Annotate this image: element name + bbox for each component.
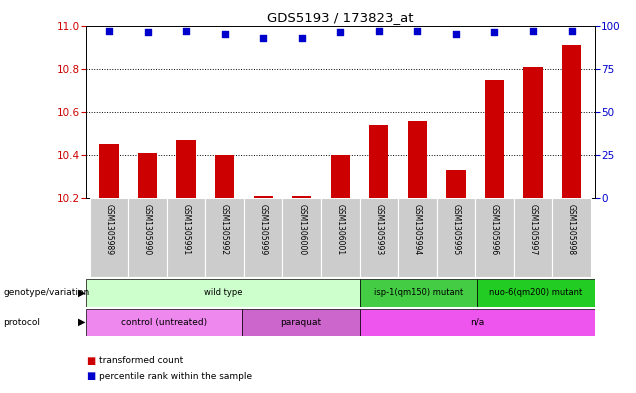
Text: genotype/variation: genotype/variation: [3, 288, 90, 297]
Bar: [331, 155, 350, 198]
Point: [451, 31, 461, 37]
Bar: [552, 198, 591, 277]
Bar: [321, 198, 359, 277]
Bar: [437, 198, 475, 277]
Text: ■: ■: [86, 371, 95, 382]
Point: [296, 35, 307, 41]
Text: n/a: n/a: [470, 318, 485, 327]
Text: paraquat: paraquat: [280, 318, 322, 327]
Bar: [205, 198, 244, 277]
Bar: [514, 198, 552, 277]
Point: [412, 28, 422, 34]
Text: GSM1305990: GSM1305990: [143, 204, 152, 255]
Bar: [408, 121, 427, 198]
Bar: [167, 198, 205, 277]
Bar: [369, 125, 389, 198]
Text: isp-1(qm150) mutant: isp-1(qm150) mutant: [374, 288, 463, 297]
Point: [374, 28, 384, 34]
Bar: [282, 198, 321, 277]
Bar: [485, 79, 504, 198]
Text: GSM1306000: GSM1306000: [297, 204, 306, 255]
Bar: [292, 196, 312, 198]
Bar: [244, 198, 282, 277]
Text: wild type: wild type: [204, 288, 242, 297]
Text: percentile rank within the sample: percentile rank within the sample: [99, 372, 252, 381]
Bar: [360, 279, 477, 307]
Text: GSM1305998: GSM1305998: [567, 204, 576, 255]
Point: [489, 29, 499, 36]
Point: [142, 29, 153, 36]
Text: GSM1306001: GSM1306001: [336, 204, 345, 255]
Point: [258, 35, 268, 41]
Bar: [446, 170, 466, 198]
Bar: [562, 45, 581, 198]
Text: ▶: ▶: [78, 317, 85, 327]
Text: ■: ■: [86, 356, 95, 366]
Text: GSM1305989: GSM1305989: [104, 204, 113, 255]
Point: [567, 28, 577, 34]
Bar: [86, 279, 360, 307]
Text: GSM1305994: GSM1305994: [413, 204, 422, 255]
Bar: [254, 196, 273, 198]
Bar: [99, 144, 119, 198]
Bar: [523, 66, 543, 198]
Bar: [398, 198, 437, 277]
Text: nuo-6(qm200) mutant: nuo-6(qm200) mutant: [489, 288, 583, 297]
Text: control (untreated): control (untreated): [121, 318, 207, 327]
Point: [181, 28, 191, 34]
Bar: [86, 309, 242, 336]
Text: GSM1305991: GSM1305991: [182, 204, 191, 255]
Bar: [215, 155, 234, 198]
Text: transformed count: transformed count: [99, 356, 183, 365]
Point: [528, 28, 538, 34]
Point: [219, 31, 230, 37]
Text: GSM1305996: GSM1305996: [490, 204, 499, 255]
Bar: [242, 309, 360, 336]
Text: protocol: protocol: [3, 318, 40, 327]
Point: [335, 29, 345, 36]
Text: GSM1305995: GSM1305995: [452, 204, 460, 255]
Bar: [128, 198, 167, 277]
Bar: [475, 198, 514, 277]
Bar: [359, 198, 398, 277]
Text: GSM1305999: GSM1305999: [259, 204, 268, 255]
Bar: [360, 309, 595, 336]
Text: GSM1305992: GSM1305992: [220, 204, 229, 255]
Text: ▶: ▶: [78, 288, 85, 298]
Bar: [138, 153, 157, 198]
Bar: [477, 279, 595, 307]
Text: GSM1305997: GSM1305997: [529, 204, 537, 255]
Title: GDS5193 / 173823_at: GDS5193 / 173823_at: [267, 11, 413, 24]
Bar: [176, 140, 196, 198]
Point: [104, 28, 114, 34]
Bar: [90, 198, 128, 277]
Text: GSM1305993: GSM1305993: [375, 204, 384, 255]
